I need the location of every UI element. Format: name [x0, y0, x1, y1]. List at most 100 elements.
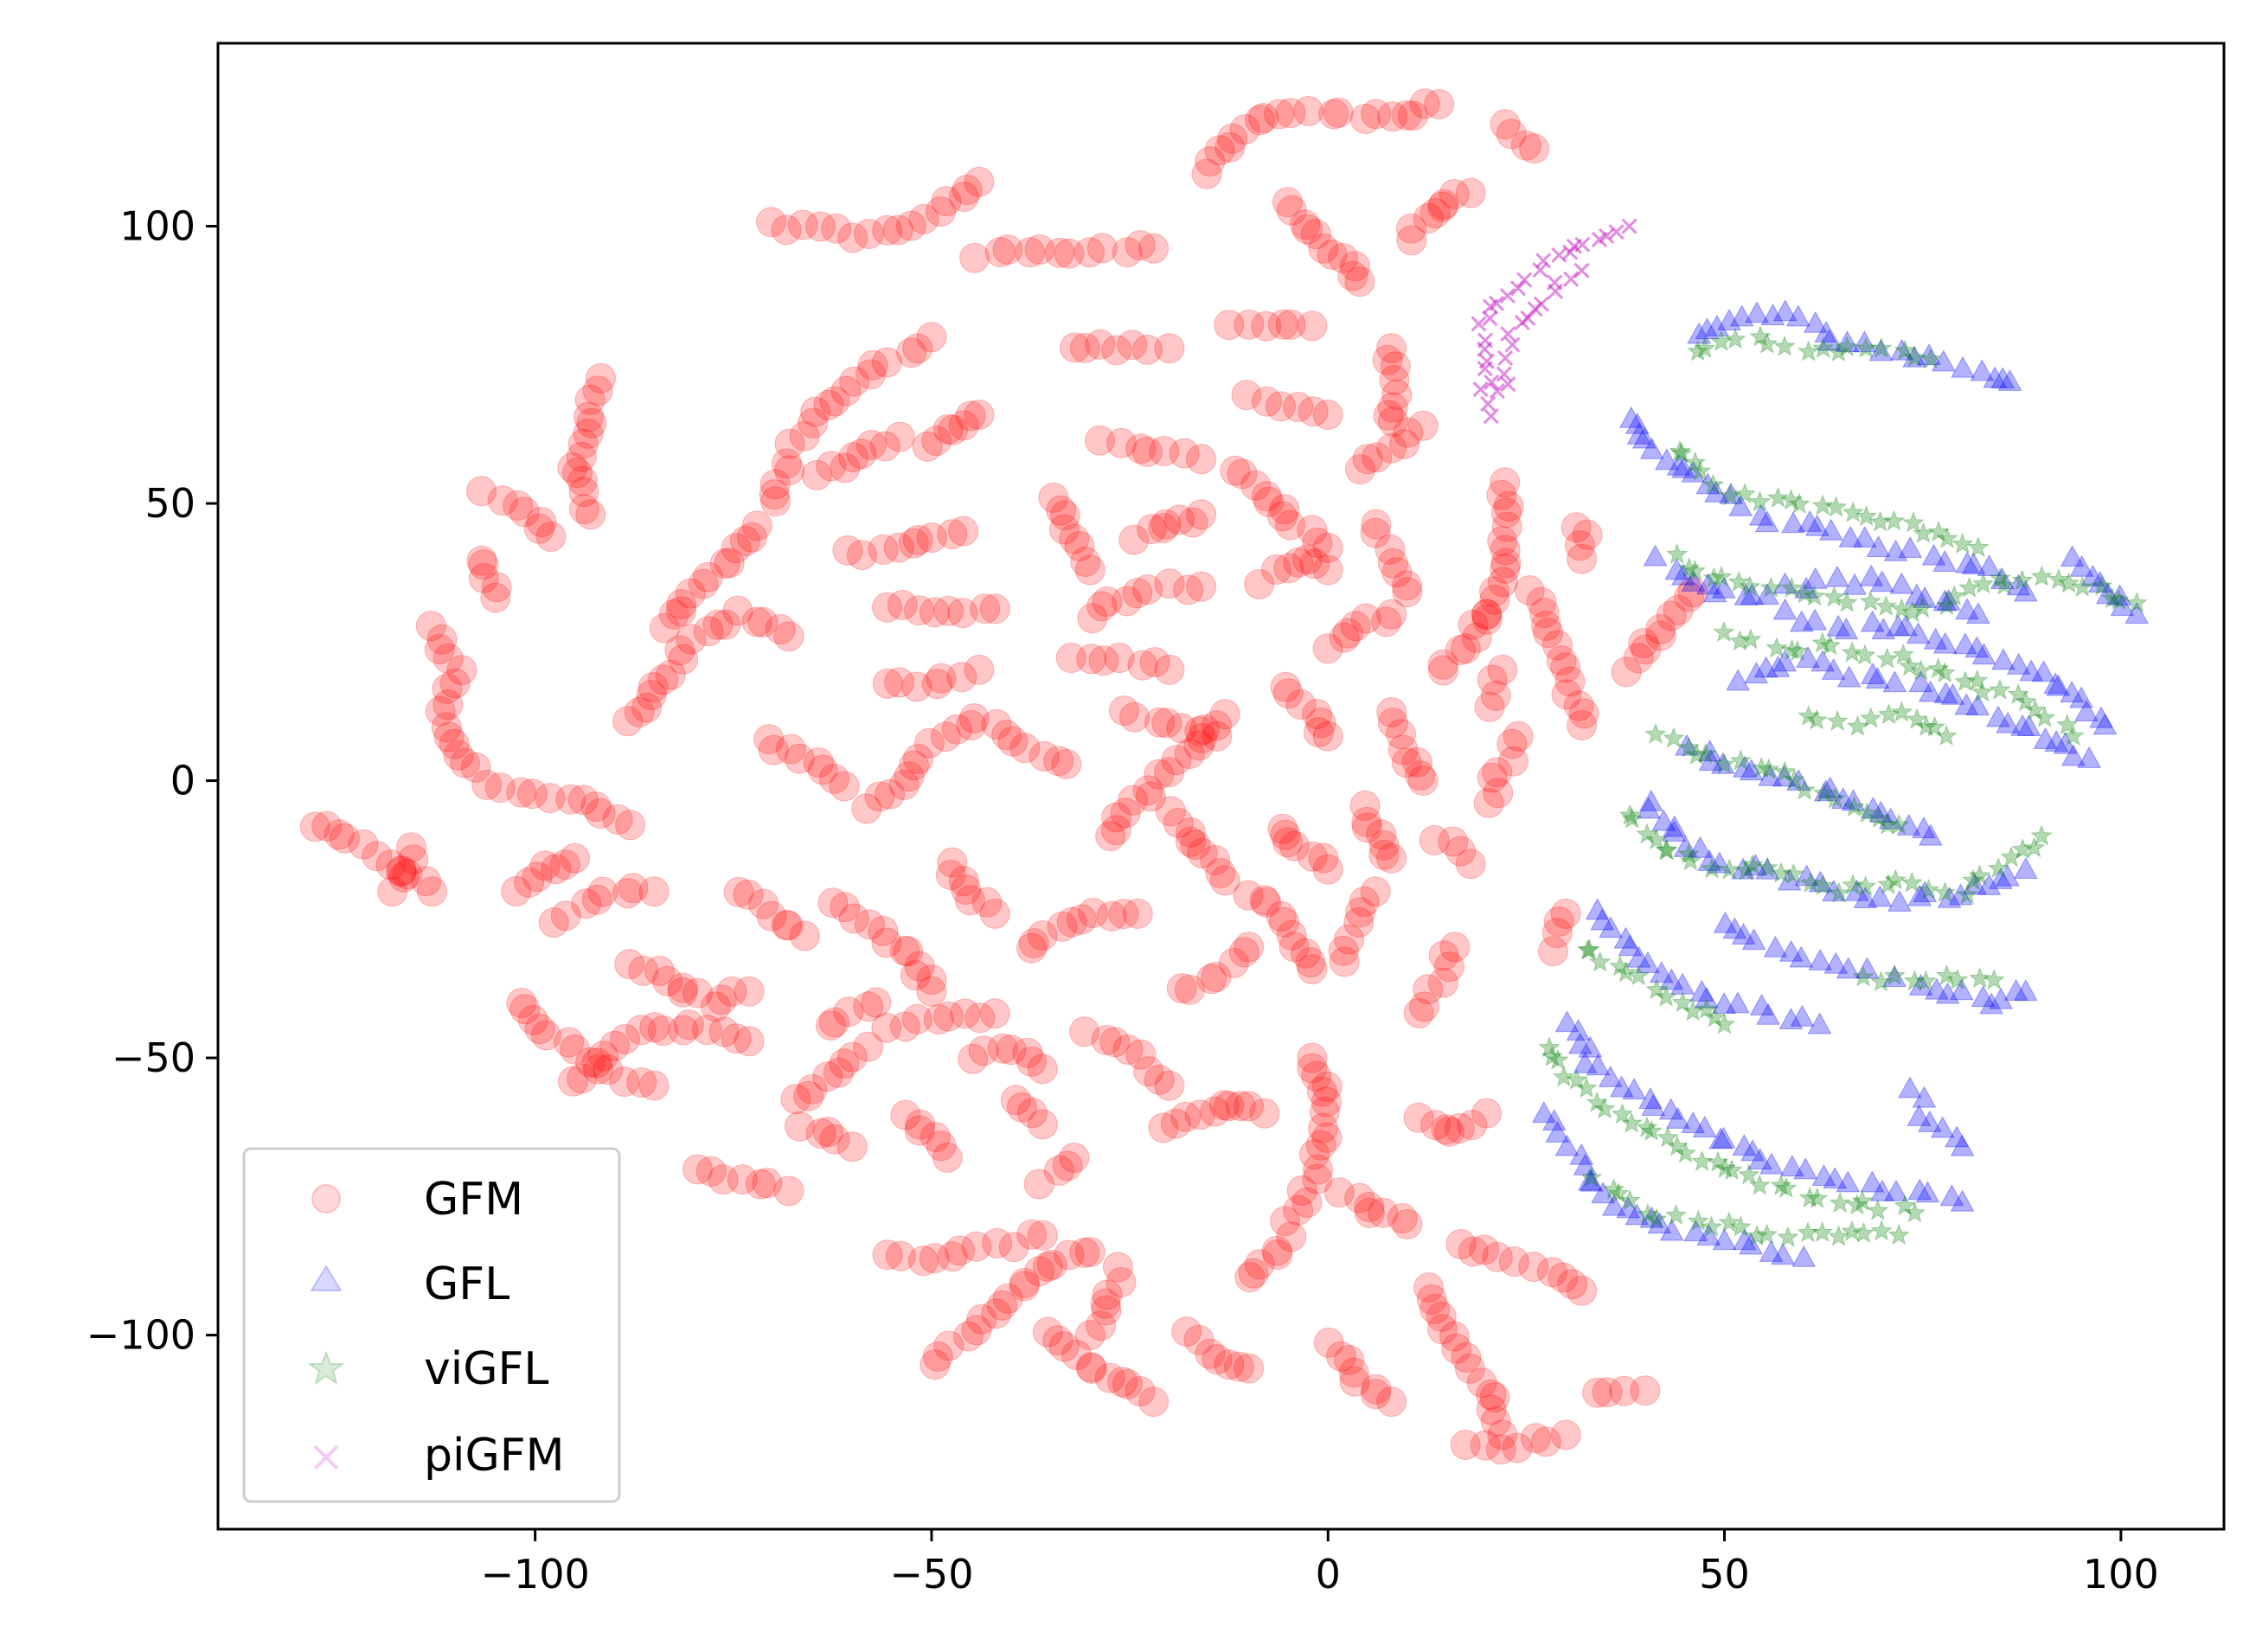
point-gfm [1477, 762, 1508, 793]
point-gfm [1557, 1269, 1588, 1300]
point-gfl [1731, 857, 1755, 880]
point-gfm [1069, 1016, 1100, 1047]
x-tick-label: 100 [2083, 1551, 2159, 1598]
point-gfm [1036, 1249, 1067, 1280]
point-gfm [1490, 109, 1521, 140]
point-gfm [1444, 1113, 1475, 1143]
y-tick-label: 0 [170, 758, 195, 804]
point-gfm [1272, 187, 1303, 218]
point-vigfl [1935, 724, 1958, 746]
point-vigfl [1773, 335, 1796, 356]
point-gfl [1733, 755, 1757, 778]
point-vigfl [1798, 704, 1820, 727]
point-vigfl [1611, 1102, 1634, 1124]
point-gfm [904, 1115, 935, 1146]
point-vigfl [1724, 328, 1746, 349]
point-gfl [1696, 1224, 1721, 1246]
point-gfm [1027, 1220, 1058, 1251]
point-gfm [1623, 643, 1654, 674]
point-vigfl [2023, 698, 2047, 720]
point-vigfl [1718, 1211, 1740, 1233]
point-gfl [1585, 898, 1610, 920]
point-vigfl [2101, 586, 2124, 609]
point-gfm [1329, 622, 1360, 653]
point-gfm [692, 1015, 722, 1046]
point-gfm [1439, 932, 1471, 963]
point-vigfl [1797, 1221, 1819, 1243]
point-gfl [1796, 646, 1820, 668]
point-gfm [856, 430, 887, 460]
point-gfl [1989, 867, 2013, 889]
point-gfm [916, 322, 947, 353]
point-gfm [1233, 880, 1264, 911]
point-vigfl [1811, 874, 1835, 896]
point-gfm [1295, 947, 1326, 978]
point-gfl [1566, 1019, 1591, 1041]
point-gfm [1611, 656, 1642, 688]
point-gfm [1471, 604, 1503, 635]
point-gfm [1338, 1357, 1369, 1388]
point-gfm [1047, 911, 1078, 942]
y-axis: 100 50 0 −50 −100 [87, 203, 218, 1359]
point-gfm [1407, 765, 1439, 797]
point-gfm [1360, 517, 1391, 548]
point-gfl [1932, 589, 1958, 611]
point-gfm [759, 479, 790, 510]
point-gfl [1950, 1134, 1975, 1156]
point-vigfl [1887, 1223, 1910, 1245]
point-gfm [966, 1303, 997, 1335]
point-gfl [1951, 355, 1975, 378]
point-gfm [753, 724, 785, 755]
point-gfm [937, 1241, 968, 1272]
point-gfm [1461, 622, 1492, 653]
point-gfl [1719, 482, 1743, 504]
point-gfl [1898, 1076, 1922, 1098]
point-gfl [1638, 1087, 1663, 1110]
point-gfm [1091, 1295, 1122, 1326]
point-gfm [1426, 1301, 1457, 1332]
point-gfl [1931, 349, 1956, 372]
point-gfm [1151, 708, 1182, 739]
point-gfl [1971, 643, 1996, 665]
point-gfm [1234, 1353, 1265, 1384]
point-vigfl [1713, 620, 1735, 643]
point-vigfl [1867, 1199, 1889, 1220]
point-vigfl [1741, 853, 1764, 875]
point-gfl [2124, 602, 2150, 624]
point-vigfl [1927, 520, 1950, 542]
point-gfm [833, 996, 864, 1028]
point-gfm [509, 496, 540, 528]
point-gfm [1471, 599, 1503, 630]
point-gfm [1376, 599, 1407, 630]
point-gfm [432, 673, 463, 704]
point-gfm [1312, 532, 1343, 563]
point-gfl [1841, 789, 1866, 811]
point-gfm [1200, 844, 1231, 875]
point-gfm [1630, 1375, 1661, 1406]
point-gfl [1631, 426, 1657, 449]
point-gfm [1112, 586, 1143, 617]
point-gfm [1173, 574, 1204, 605]
point-gfm [1445, 635, 1476, 666]
point-gfm [398, 844, 429, 875]
point-vigfl [1665, 542, 1689, 564]
point-gfm [818, 763, 849, 794]
points-layer [299, 88, 2150, 1465]
point-gfm [1381, 557, 1413, 588]
point-vigfl [1750, 756, 1773, 778]
point-gfl [1955, 598, 1979, 620]
point-gfm [1376, 697, 1407, 727]
point-gfm [854, 219, 884, 249]
point-gfm [1016, 1219, 1048, 1250]
point-gfm [588, 1041, 618, 1072]
point-gfm [1396, 213, 1426, 244]
point-vigfl [1836, 591, 1858, 612]
point-gfm [583, 1053, 614, 1085]
point-gfm [624, 696, 655, 727]
point-gfl [1772, 650, 1798, 672]
point-gfm [1389, 429, 1419, 459]
point-vigfl [1827, 340, 1850, 362]
point-gfm [1234, 309, 1265, 340]
point-pigfm [1477, 361, 1493, 377]
point-vigfl [1609, 955, 1631, 976]
